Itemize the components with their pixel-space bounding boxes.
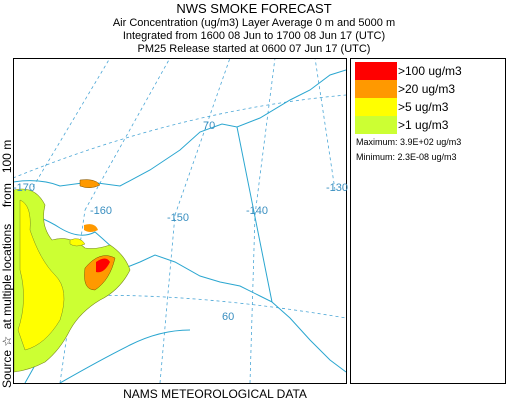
legend-label: >100 ug/m3 [398, 64, 462, 78]
graticule-label: -130 [326, 182, 348, 194]
legend-swatch [355, 116, 397, 134]
side-label: Source ☆ at multiple locations from 100 … [0, 140, 14, 388]
graticule-label: -150 [167, 212, 189, 224]
footer: NAMS METEOROLOGICAL DATA [123, 387, 307, 401]
legend-label: >20 ug/m3 [398, 82, 455, 96]
graticule-label: -140 [246, 205, 268, 217]
legend-swatch [355, 62, 397, 80]
maximum: Maximum: 3.9E+02 ug/m3 [356, 137, 461, 147]
legend-swatch [355, 80, 397, 98]
graticule-label: 60 [222, 311, 234, 323]
minimum: Minimum: 2.3E-08 ug/m3 [356, 152, 457, 162]
subtitle: PM25 Release started at 0600 07 Jun 17 (… [138, 43, 371, 55]
graticule-label: -160 [90, 205, 112, 217]
legend: Maximum: 3.9E+02 ug/m3 Minimum: 2.3E-08 … [350, 58, 506, 384]
legend-label: >5 ug/m3 [398, 100, 449, 114]
smoke [14, 179, 131, 373]
title: NWS SMOKE FORECAST [176, 1, 331, 16]
subtitle: Integrated from 1600 08 Jun to 1700 08 J… [123, 30, 385, 42]
subtitle: Air Concentration (ug/m3) Layer Average … [113, 17, 395, 29]
legend-swatch [355, 98, 397, 116]
graticule-label: 70 [203, 120, 215, 132]
graticule-label: -170 [13, 182, 35, 194]
legend-label: >1 ug/m3 [398, 118, 449, 132]
map: -170 -160 -150 -140 -130 70 60 [13, 58, 348, 384]
